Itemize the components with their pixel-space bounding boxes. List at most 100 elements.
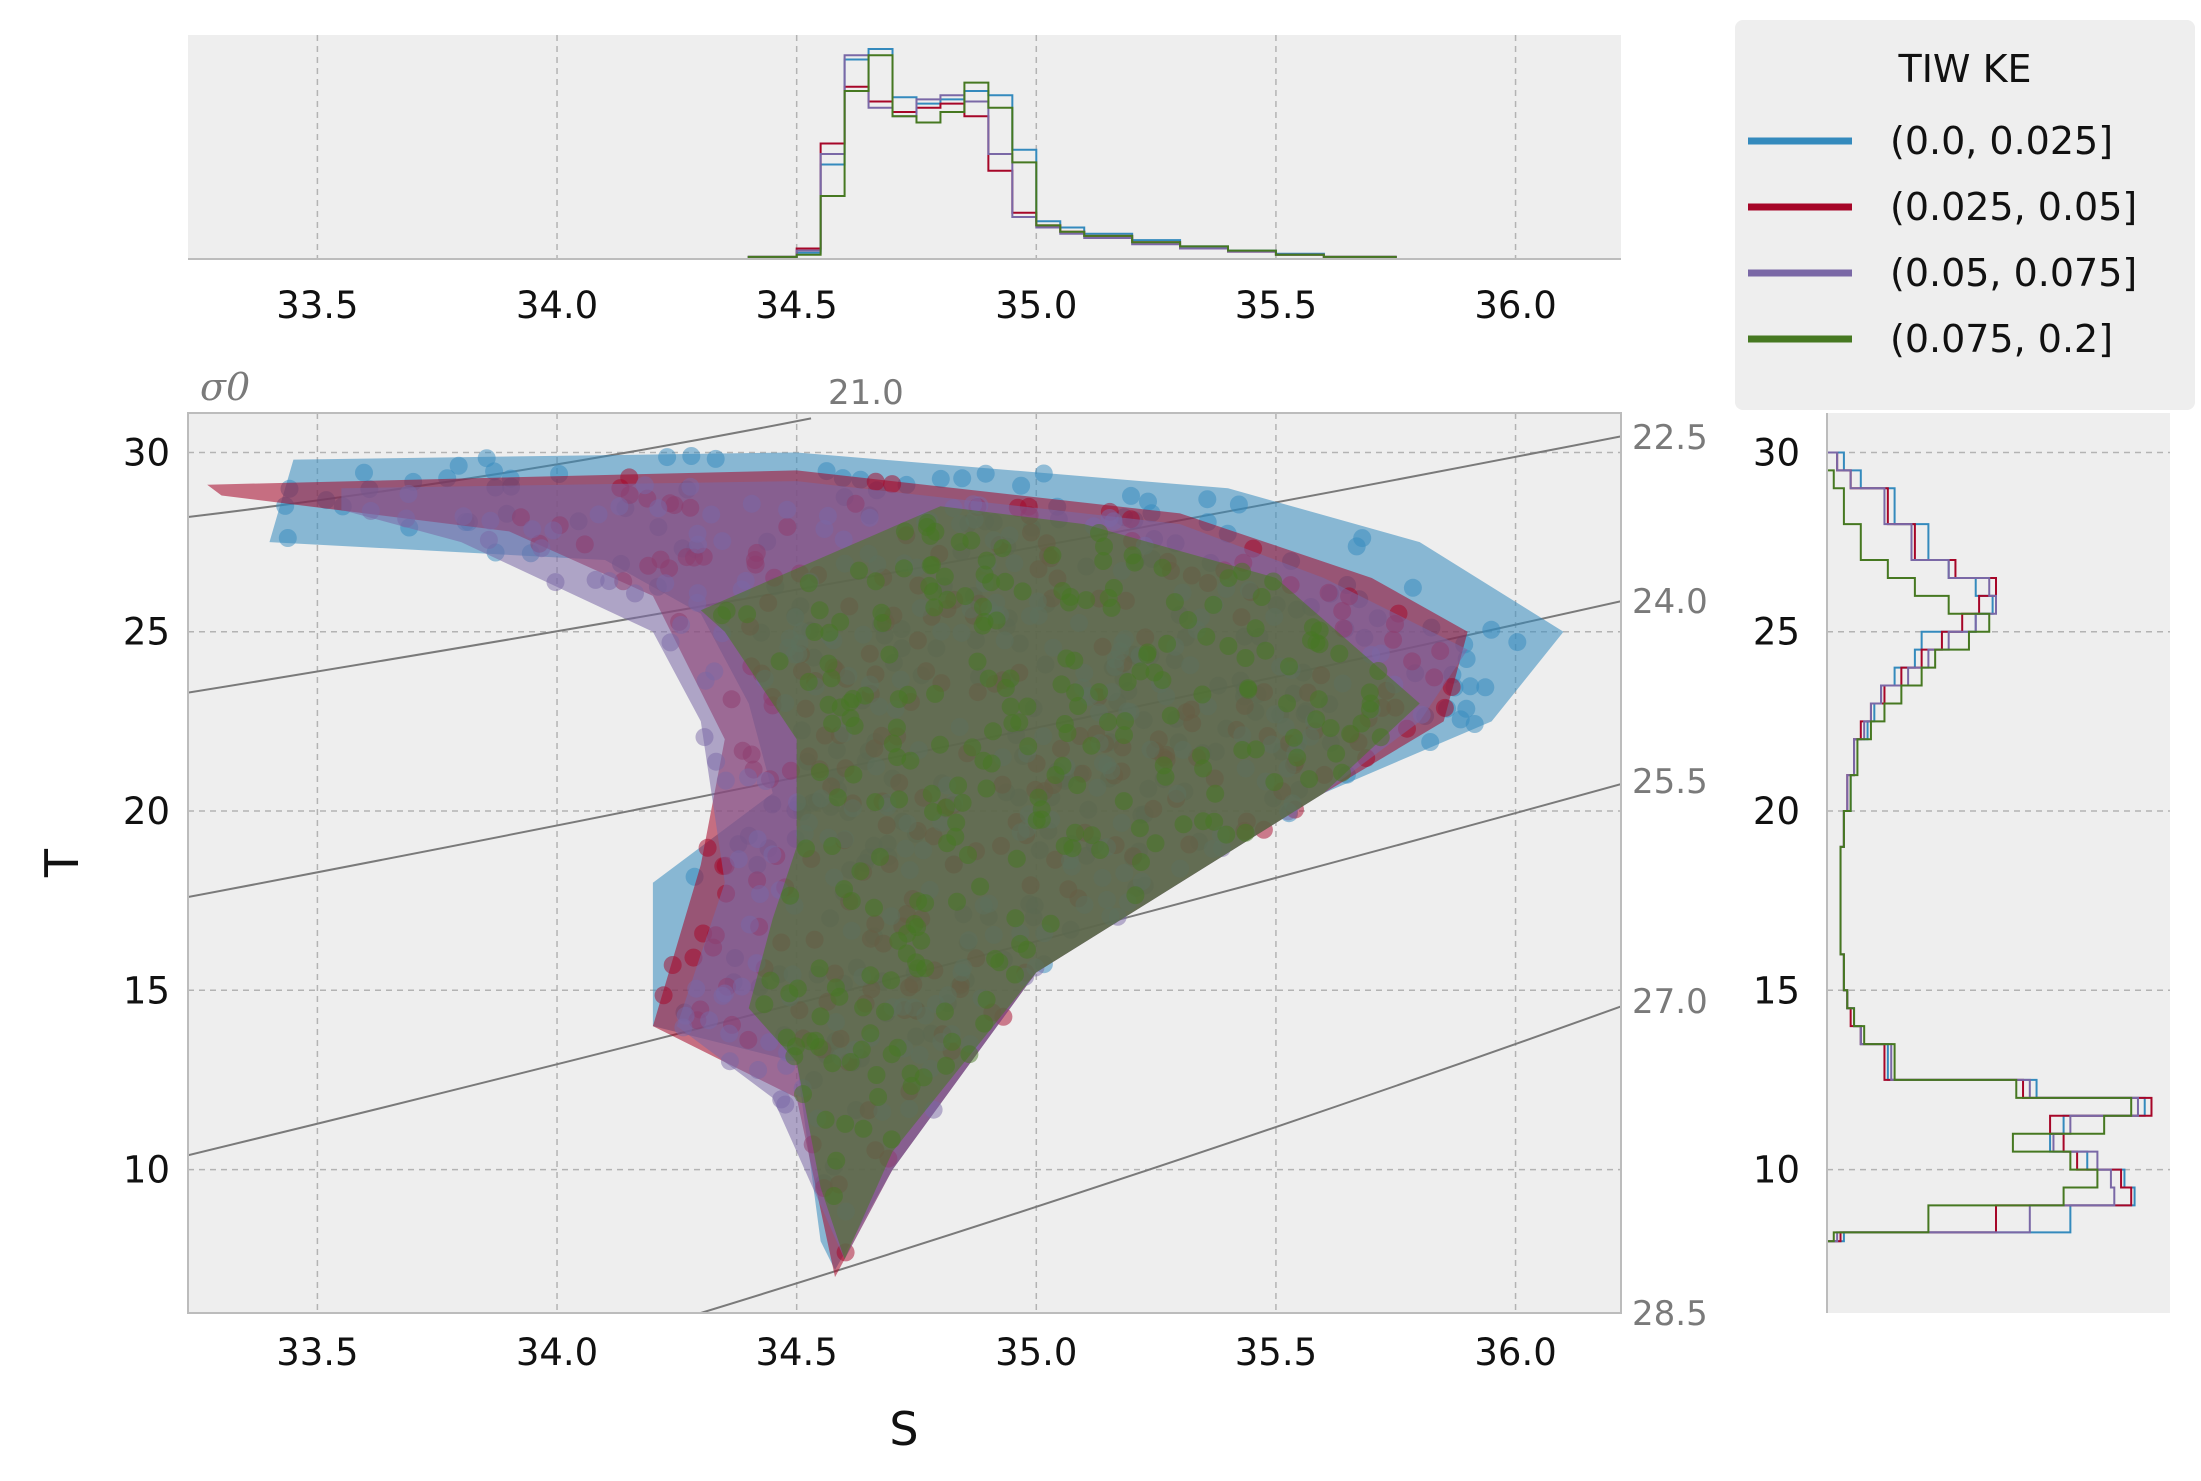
scatter-point: [778, 500, 797, 519]
scatter-point: [816, 1110, 835, 1129]
scatter-point: [523, 520, 542, 539]
scatter-point: [889, 690, 908, 709]
scatter-point: [993, 539, 1012, 558]
scatter-point: [706, 449, 725, 468]
scatter-point: [984, 722, 1002, 741]
scatter-point: [635, 476, 654, 495]
scatter-point: [890, 790, 909, 809]
scatter-point: [681, 477, 700, 496]
scatter-point: [1307, 710, 1326, 729]
x-tick-label: 36.0: [1474, 1331, 1556, 1374]
scatter-series-group: [700, 506, 1420, 1260]
scatter-point: [968, 652, 987, 671]
scatter-point: [971, 877, 990, 896]
scatter-point: [1082, 826, 1101, 845]
scatter-point: [1131, 662, 1150, 681]
scatter-point: [649, 499, 668, 518]
scatter-point: [1310, 621, 1329, 640]
legend-label: (0.05, 0.075]: [1890, 251, 2137, 295]
scatter-point: [707, 752, 726, 771]
scatter-point: [702, 505, 721, 524]
scatter-point: [620, 468, 639, 487]
scatter-point: [1174, 815, 1193, 834]
scatter-point: [977, 779, 996, 798]
scatter-point: [1006, 965, 1024, 984]
x-tick-label: 35.0: [995, 1331, 1077, 1374]
scatter-point: [1132, 853, 1150, 871]
scatter-point: [739, 768, 758, 787]
scatter-point: [740, 915, 759, 934]
scatter-point: [1192, 746, 1210, 765]
scatter-point: [889, 931, 908, 950]
top-histogram-step: [747, 54, 1397, 259]
scatter-point: [819, 654, 838, 673]
scatter-point: [1041, 914, 1060, 933]
scatter-point: [1161, 706, 1180, 725]
scatter-point: [1130, 819, 1149, 838]
scatter-point: [974, 751, 993, 770]
scatter-point: [914, 1068, 933, 1087]
scatter-point: [926, 684, 945, 703]
scatter-point: [674, 1018, 693, 1037]
scatter-point: [1104, 512, 1123, 531]
scatter-point: [1194, 812, 1212, 831]
scatter-point: [449, 456, 468, 475]
scatter-point: [974, 597, 992, 616]
scatter-point: [876, 1002, 894, 1021]
scatter-point: [826, 978, 845, 997]
scatter-point: [1052, 675, 1071, 694]
scatter-point: [1010, 713, 1029, 732]
scatter-point: [663, 956, 682, 974]
scatter-point: [922, 784, 941, 803]
scatter-point: [720, 1052, 739, 1071]
scatter-point: [1288, 748, 1307, 767]
scatter-point: [586, 570, 605, 589]
legend-box: [1735, 20, 2195, 410]
scatter-point: [916, 959, 935, 978]
x-tick-label: 35.5: [1235, 1331, 1317, 1374]
scatter-point: [1095, 537, 1113, 556]
scatter-point: [1153, 558, 1172, 577]
scatter-point: [1091, 841, 1110, 859]
scatter-point: [781, 886, 800, 905]
right-histogram-steps: [1827, 451, 2153, 1243]
scatter-point: [931, 735, 949, 754]
scatter-point: [841, 1053, 860, 1071]
scatter-point: [963, 738, 982, 757]
scatter-point: [749, 1061, 768, 1079]
scatter-point: [1330, 644, 1349, 663]
scatter-point: [705, 662, 724, 681]
scatter-point: [777, 1028, 796, 1047]
scatter-point: [761, 971, 780, 990]
scatter-point: [827, 1151, 846, 1170]
scatter-point: [895, 559, 913, 578]
scatter-point: [1197, 627, 1216, 646]
right-y-tick-label: 20: [1753, 790, 1800, 833]
scatter-point: [1442, 678, 1461, 696]
scatter-point: [936, 798, 955, 817]
scatter-point: [698, 838, 717, 857]
scatter-point: [1403, 578, 1422, 597]
scatter-point: [1090, 524, 1108, 542]
scatter-point: [1158, 634, 1177, 653]
scatter-point: [818, 506, 837, 525]
scatter-point: [654, 986, 673, 1005]
scatter-point: [532, 539, 551, 558]
scatter-point: [454, 507, 473, 526]
top-histogram-panel: 33.5 34.0 34.5 35.0 35.5 36.0: [188, 35, 1621, 327]
scatter-point: [811, 1007, 830, 1026]
scatter-point: [925, 598, 944, 617]
scatter-point: [1236, 823, 1255, 842]
main-y-tick-labels: 10 15 20 25 30: [123, 431, 170, 1191]
scatter-point: [1278, 694, 1296, 713]
scatter-point: [1284, 728, 1303, 747]
scatter-point: [883, 475, 902, 494]
scatter-point: [960, 1045, 979, 1064]
scatter-point: [959, 846, 977, 864]
scatter-point: [867, 1066, 886, 1084]
scatter-point: [990, 953, 1009, 972]
scatter-point: [1461, 677, 1480, 696]
scatter-point: [1482, 620, 1501, 639]
scatter-point: [977, 551, 996, 570]
top-x-tick-label: 36.0: [1474, 284, 1556, 327]
